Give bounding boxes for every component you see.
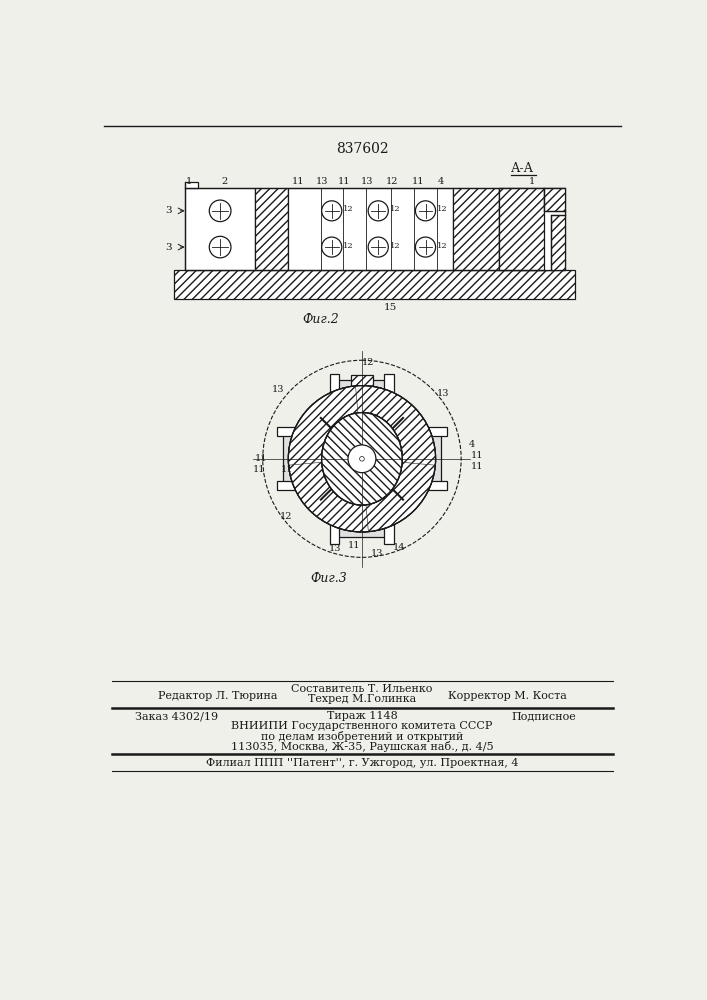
Text: 113035, Москва, Ж-35, Раушская наб., д. 4/5: 113035, Москва, Ж-35, Раушская наб., д. … [230, 741, 493, 752]
Text: 12: 12 [344, 242, 354, 250]
Wedge shape [356, 386, 436, 465]
Text: 12: 12 [437, 242, 448, 250]
Bar [276, 481, 300, 490]
Text: 12: 12 [437, 205, 448, 213]
Text: 12: 12 [280, 512, 292, 521]
Text: 13: 13 [361, 177, 373, 186]
Circle shape [348, 445, 376, 473]
Bar [424, 481, 448, 490]
Text: Техред М.Голинка: Техред М.Голинка [308, 694, 416, 704]
Wedge shape [310, 482, 414, 532]
Text: Заказ 4302/19: Заказ 4302/19 [135, 711, 218, 721]
Text: 12: 12 [390, 242, 400, 250]
Bar [283, 432, 293, 486]
Wedge shape [288, 452, 368, 532]
Text: 11: 11 [281, 465, 293, 474]
Bar [499, 188, 544, 270]
Text: по делам изобретений и открытий: по делам изобретений и открытий [261, 731, 463, 742]
Text: 11: 11 [411, 177, 424, 186]
Bar [551, 215, 565, 270]
Text: 11: 11 [252, 465, 265, 474]
Circle shape [209, 236, 231, 258]
Bar [424, 427, 448, 436]
Wedge shape [288, 386, 368, 465]
Circle shape [416, 201, 436, 221]
Text: 12: 12 [344, 205, 354, 213]
Circle shape [322, 237, 341, 257]
Text: 11: 11 [348, 541, 361, 550]
Text: 12: 12 [386, 177, 399, 186]
Bar [330, 520, 339, 544]
Text: Подписное: Подписное [512, 711, 577, 721]
Bar [174, 270, 575, 299]
Circle shape [368, 201, 388, 221]
Text: 11: 11 [338, 177, 351, 186]
Bar [430, 432, 441, 486]
Wedge shape [288, 407, 339, 511]
Text: 13: 13 [371, 549, 384, 558]
Bar [330, 374, 339, 397]
Text: 11: 11 [470, 451, 483, 460]
Text: Корректор М. Коста: Корректор М. Коста [448, 691, 567, 701]
Text: 13: 13 [437, 389, 450, 398]
Text: 11: 11 [291, 177, 304, 186]
Text: А-А: А-А [511, 162, 534, 175]
Ellipse shape [322, 413, 402, 505]
Circle shape [209, 200, 231, 222]
Text: ВНИИПИ Государственного комитета СССР: ВНИИПИ Государственного комитета СССР [231, 721, 493, 731]
Bar [335, 527, 389, 537]
Bar [335, 380, 389, 391]
Bar [185, 188, 255, 270]
Bar [185, 182, 198, 188]
Bar [544, 188, 565, 211]
Text: Тираж 1148: Тираж 1148 [327, 711, 397, 721]
Bar [544, 188, 565, 270]
Circle shape [322, 201, 341, 221]
Text: Фиг.3: Фиг.3 [310, 572, 347, 585]
Ellipse shape [322, 413, 402, 505]
Bar [351, 375, 373, 392]
Text: 2: 2 [221, 177, 227, 186]
Text: 11: 11 [255, 454, 267, 463]
Text: 13: 13 [316, 177, 329, 186]
Ellipse shape [322, 413, 402, 505]
Text: Составитель Т. Ильенко: Составитель Т. Ильенко [291, 684, 433, 694]
Text: 3: 3 [165, 206, 172, 215]
Circle shape [368, 237, 388, 257]
Circle shape [288, 386, 436, 532]
Text: Редактор Л. Тюрина: Редактор Л. Тюрина [158, 691, 278, 701]
Text: Фиг.2: Фиг.2 [303, 313, 339, 326]
Text: 4: 4 [469, 440, 475, 449]
Bar [499, 188, 565, 270]
Bar [255, 188, 288, 270]
Text: 1: 1 [186, 177, 192, 186]
Text: 837602: 837602 [336, 142, 388, 156]
Text: 15: 15 [384, 303, 397, 312]
Text: 3: 3 [165, 243, 172, 252]
Wedge shape [385, 407, 436, 511]
Text: 13: 13 [272, 385, 284, 394]
Text: 12: 12 [362, 358, 375, 367]
Text: 11: 11 [470, 462, 483, 471]
Text: 14: 14 [393, 543, 405, 552]
Text: Филиал ППП ''Патент'', г. Ужгород, ул. Проектная, 4: Филиал ППП ''Патент'', г. Ужгород, ул. П… [206, 758, 518, 768]
Text: 4: 4 [438, 177, 444, 186]
Bar [385, 374, 394, 397]
Wedge shape [356, 452, 436, 532]
Text: 13: 13 [329, 544, 341, 553]
Text: 1: 1 [529, 177, 534, 186]
Bar [385, 520, 394, 544]
Circle shape [416, 237, 436, 257]
Bar [452, 188, 499, 270]
Wedge shape [310, 386, 414, 436]
Bar [288, 188, 452, 270]
Bar [276, 427, 300, 436]
Circle shape [360, 456, 364, 461]
Text: 12: 12 [390, 205, 400, 213]
